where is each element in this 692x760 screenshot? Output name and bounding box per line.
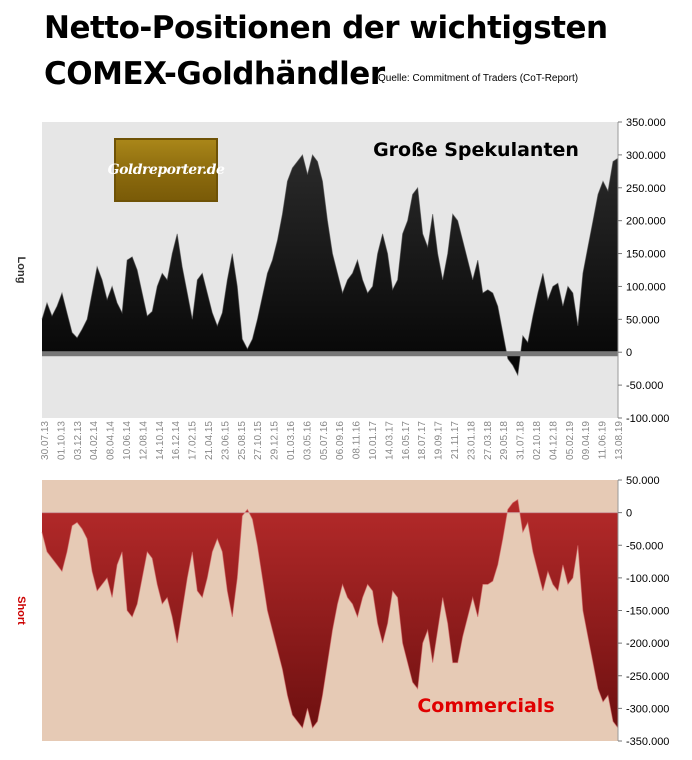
x-tick-label: 11.06.19 bbox=[598, 421, 609, 460]
x-tick-label: 17.02.15 bbox=[188, 421, 199, 460]
x-tick-label: 03.12.13 bbox=[73, 421, 84, 460]
y-tick-label: 0 bbox=[626, 347, 632, 359]
x-tick-label: 03.05.16 bbox=[302, 421, 313, 460]
y-tick-label: 250.000 bbox=[626, 183, 666, 195]
y-axis-label: Short bbox=[15, 596, 27, 625]
x-tick-label: 27.03.18 bbox=[483, 421, 494, 460]
x-tick-label: 23.06.15 bbox=[220, 421, 231, 460]
y-tick-label: 50.000 bbox=[626, 314, 660, 326]
series-label-speculators: Große Spekulanten bbox=[373, 139, 579, 161]
x-tick-label: 21.04.15 bbox=[204, 421, 215, 460]
y-tick-label: 50.000 bbox=[626, 475, 660, 487]
y-tick-label: 350.000 bbox=[626, 117, 666, 129]
x-tick-label: 16.05.17 bbox=[401, 421, 412, 460]
series-edge bbox=[41, 153, 619, 377]
commercials-panel: -350.000 -300.000 -250.000 -200.000 -150.000… bbox=[15, 475, 669, 748]
x-tick-label: 04.02.14 bbox=[89, 421, 100, 460]
y-tick-label: 200.000 bbox=[626, 216, 666, 228]
x-tick-label: 13.08.19 bbox=[614, 421, 625, 460]
x-tick-label: 02.10.18 bbox=[532, 421, 543, 460]
y-tick-label: 0 bbox=[626, 508, 632, 520]
x-tick-label: 08.11.16 bbox=[352, 421, 363, 460]
x-tick-label: 08.04.14 bbox=[106, 421, 117, 460]
x-tick-label: 10.01.17 bbox=[368, 421, 379, 460]
page-title-line-2: COMEX-Goldhändler bbox=[44, 56, 385, 92]
x-tick-label: 25.08.15 bbox=[237, 421, 248, 460]
x-tick-label: 14.03.17 bbox=[384, 421, 395, 460]
x-tick-label: 29.05.18 bbox=[499, 421, 510, 460]
y-tick-label: -50.000 bbox=[626, 540, 663, 552]
x-tick-label: 21.11.17 bbox=[450, 421, 461, 460]
source-note: Quelle: Commitment of Traders (CoT-Repor… bbox=[378, 73, 579, 84]
y-tick-label: -200.000 bbox=[626, 638, 669, 650]
x-tick-label: 27.10.15 bbox=[253, 421, 264, 460]
zero-baseline bbox=[42, 351, 618, 357]
x-tick-label: 10.06.14 bbox=[122, 421, 133, 460]
y-tick-label: 150.000 bbox=[626, 249, 666, 261]
y-tick-label: 300.000 bbox=[626, 150, 666, 162]
y-tick-label: 100.000 bbox=[626, 281, 666, 293]
x-tick-label: 16.12.14 bbox=[171, 421, 182, 460]
x-tick-label: 31.07.18 bbox=[516, 421, 527, 460]
x-tick-label: 05.07.16 bbox=[319, 421, 330, 460]
y-tick-label: -250.000 bbox=[626, 671, 669, 683]
y-tick-label: -300.000 bbox=[626, 703, 669, 715]
x-tick-label: 14.10.14 bbox=[155, 421, 166, 460]
series-area bbox=[42, 154, 618, 376]
goldreporter-logo: Goldreporter.de bbox=[108, 138, 225, 202]
series-edge bbox=[41, 498, 619, 729]
y-axis-label: Long bbox=[15, 257, 27, 284]
x-tick-label: 01.03.16 bbox=[286, 421, 297, 460]
x-tick-label: 19.09.17 bbox=[434, 421, 445, 460]
series-label-commercials: Commercials bbox=[417, 695, 554, 717]
x-tick-label: 04.12.18 bbox=[548, 421, 559, 460]
y-tick-label: -50.000 bbox=[626, 380, 663, 392]
x-tick-label: 09.04.19 bbox=[581, 421, 592, 460]
y-tick-label: -150.000 bbox=[626, 606, 669, 618]
y-tick-label: -100.000 bbox=[626, 573, 669, 585]
x-tick-label: 29.12.15 bbox=[270, 421, 281, 460]
page-title-line-1: Netto-Positionen der wichtigsten bbox=[44, 10, 608, 46]
y-tick-label: -350.000 bbox=[626, 736, 669, 748]
x-tick-label: 30.07.13 bbox=[40, 421, 51, 460]
x-tick-label: 01.10.13 bbox=[56, 421, 67, 460]
y-tick-label: -100.000 bbox=[626, 413, 669, 425]
x-tick-label: 06.09.16 bbox=[335, 421, 346, 460]
x-tick-label: 05.02.19 bbox=[565, 421, 576, 460]
x-tick-label: 12.08.14 bbox=[138, 421, 149, 460]
series-area bbox=[42, 499, 618, 728]
logo-text: Goldreporter.de bbox=[107, 162, 225, 178]
x-tick-label: 23.01.18 bbox=[466, 421, 477, 460]
x-tick-label: 18.07.17 bbox=[417, 421, 428, 460]
